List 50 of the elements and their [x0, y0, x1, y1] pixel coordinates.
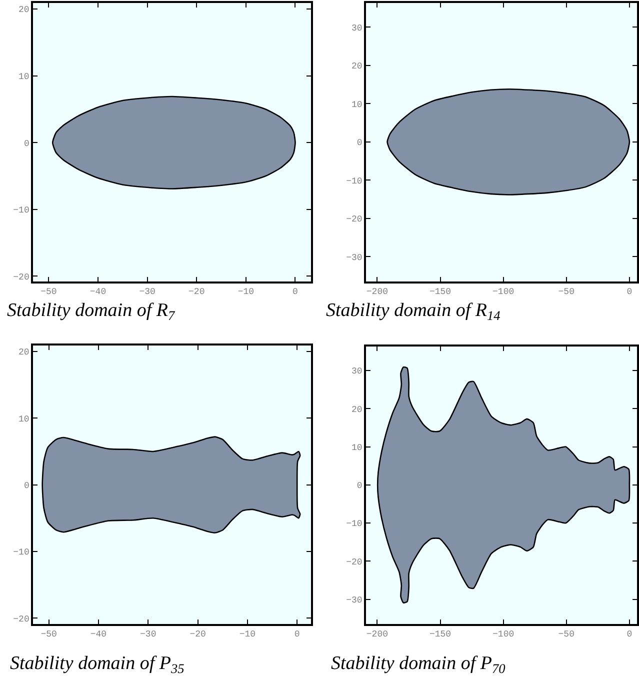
y-tick-label: 10 [18, 414, 30, 424]
x-tick-label: −50 [40, 287, 57, 298]
y-tick-label: 0 [356, 138, 362, 148]
text: Stability domain of P$_{70}$ [331, 653, 506, 676]
y-tick-label: 20 [18, 5, 30, 16]
y-tick-label: 10 [351, 100, 362, 110]
y-tick-label: −20 [346, 214, 362, 225]
y-tick-label: 10 [351, 442, 362, 453]
y-tick-label: 20 [351, 62, 362, 72]
x-tick-label: −30 [140, 630, 156, 640]
x-tick-label: −150 [429, 287, 452, 298]
x-tick-label: −150 [429, 630, 452, 640]
y-tick-label: −20 [346, 557, 362, 568]
x-tick-label: −50 [40, 630, 57, 640]
text: Stability domain of R$_{7}$ [7, 300, 176, 323]
y-tick-label: 0 [24, 480, 30, 491]
y-tick-label: 30 [351, 366, 362, 377]
y-tick-label: −30 [346, 252, 362, 263]
y-tick-label: 0 [356, 481, 362, 492]
x-tick-label: −40 [90, 287, 106, 298]
x-tick-label: 0 [626, 630, 632, 640]
x-tick-label: −50 [558, 630, 574, 640]
x-tick-label: −10 [239, 630, 256, 640]
y-tick-label: −10 [13, 206, 30, 216]
x-tick-label: −100 [492, 630, 514, 640]
y-tick-label: 10 [18, 72, 30, 82]
x-tick-label: −10 [238, 287, 254, 298]
x-tick-label: −40 [90, 630, 107, 640]
y-tick-label: 30 [351, 23, 362, 34]
x-tick-label: −200 [366, 630, 388, 640]
y-tick-label: 20 [18, 348, 30, 358]
x-tick-label: −20 [190, 630, 206, 640]
x-tick-label: −20 [188, 287, 205, 298]
text: Stability domain of R$_{14}$ [326, 300, 501, 323]
x-tick-label: 0 [292, 287, 298, 298]
x-tick-label: −200 [366, 287, 388, 298]
y-tick-label: −20 [13, 614, 30, 624]
y-tick-label: 0 [24, 138, 30, 149]
y-tick-label: −10 [13, 548, 30, 558]
text: Stability domain of P$_{35}$ [10, 653, 185, 676]
x-tick-label: 0 [626, 287, 632, 298]
y-tick-label: −10 [346, 519, 362, 530]
x-tick-label: −100 [492, 287, 514, 298]
y-tick-label: 20 [351, 404, 362, 415]
y-tick-label: −10 [346, 176, 362, 186]
y-tick-label: −30 [346, 595, 362, 606]
x-tick-label: −50 [558, 287, 574, 298]
x-tick-label: 0 [294, 630, 300, 640]
x-tick-label: −30 [139, 287, 156, 298]
y-tick-label: −20 [13, 272, 30, 282]
